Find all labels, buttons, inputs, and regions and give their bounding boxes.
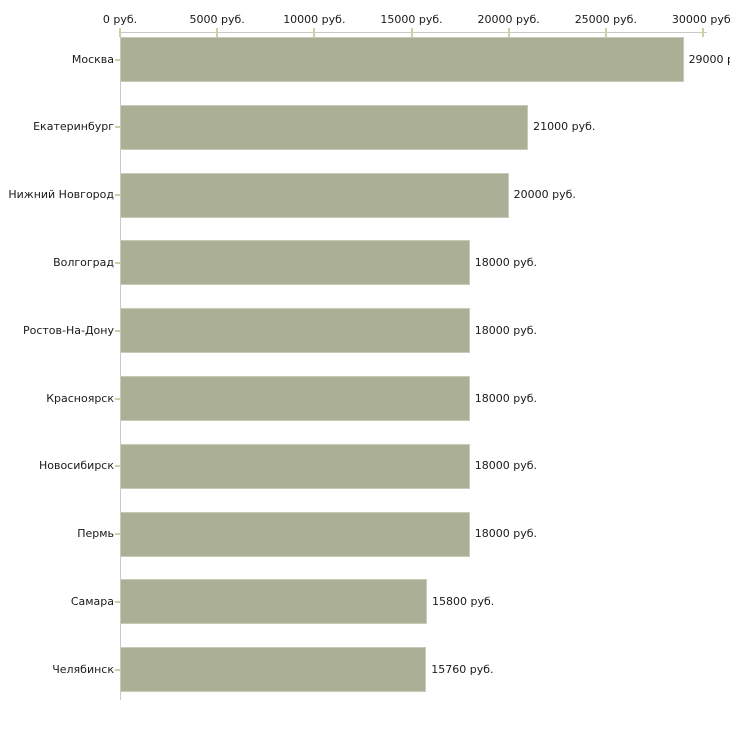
x-axis-tick bbox=[313, 28, 316, 37]
category-label: Красноярск bbox=[46, 391, 114, 405]
x-axis-tick bbox=[604, 28, 607, 37]
y-axis-tick bbox=[115, 600, 120, 603]
bar-value-label: 18000 руб. bbox=[474, 459, 538, 473]
x-axis-line bbox=[120, 32, 707, 33]
bar bbox=[120, 37, 684, 82]
y-axis-tick bbox=[115, 194, 120, 197]
y-axis-tick bbox=[115, 668, 120, 671]
x-axis-tick-label: 20000 руб. bbox=[477, 13, 540, 26]
x-axis-tick bbox=[507, 28, 510, 37]
x-axis-tick-label: 30000 руб. bbox=[671, 13, 730, 26]
x-axis-tick-label: 15000 руб. bbox=[380, 13, 443, 26]
category-label: Москва bbox=[71, 52, 114, 66]
y-axis-tick bbox=[115, 126, 120, 129]
bar bbox=[120, 511, 470, 557]
y-axis-tick bbox=[115, 533, 120, 536]
category-label: Пермь bbox=[77, 527, 114, 541]
bar-value-label: 18000 руб. bbox=[474, 391, 538, 405]
category-label: Челябинск bbox=[52, 662, 114, 676]
bar bbox=[120, 376, 470, 421]
category-label: Новосибирск bbox=[38, 459, 114, 473]
category-label: Ростов-На-Дону bbox=[22, 323, 114, 337]
bar-value-label: 15760 руб. bbox=[431, 662, 494, 676]
y-axis-tick bbox=[115, 58, 120, 61]
bar-value-label: 29000 руб. bbox=[688, 52, 730, 66]
y-axis-tick bbox=[115, 329, 120, 332]
y-axis-line bbox=[120, 32, 121, 700]
category-label: Екатеринбург bbox=[33, 120, 114, 134]
bar bbox=[120, 104, 529, 150]
bar-value-label: 18000 руб. bbox=[474, 527, 538, 541]
bar-value-label: 15800 руб. bbox=[432, 594, 495, 608]
bar bbox=[120, 308, 470, 354]
x-axis-tick bbox=[702, 28, 704, 37]
x-axis-tick-label: 10000 руб. bbox=[283, 13, 346, 26]
bar bbox=[120, 443, 470, 489]
bar-value-label: 18000 руб. bbox=[474, 323, 538, 337]
bar bbox=[120, 579, 428, 625]
category-label: Самара bbox=[70, 594, 114, 608]
x-axis-tick bbox=[216, 28, 219, 37]
x-axis-tick bbox=[410, 28, 413, 37]
y-axis-tick bbox=[115, 397, 120, 400]
category-label: Волгоград bbox=[53, 255, 114, 269]
bar-value-label: 18000 руб. bbox=[474, 255, 538, 269]
x-axis-tick-label: 25000 руб. bbox=[574, 13, 637, 26]
bar bbox=[120, 647, 427, 693]
bar bbox=[120, 240, 470, 286]
bar bbox=[120, 172, 509, 218]
y-axis-tick bbox=[115, 261, 120, 264]
bar-value-label: 21000 руб. bbox=[533, 120, 596, 134]
bar-value-label: 20000 руб. bbox=[513, 188, 576, 202]
y-axis-tick bbox=[115, 465, 120, 468]
x-axis-tick bbox=[119, 28, 121, 37]
x-axis-tick-label: 5000 руб. bbox=[189, 13, 245, 26]
x-axis-tick-label: 0 руб. bbox=[102, 13, 138, 26]
category-label: Нижний Новгород bbox=[8, 188, 114, 202]
